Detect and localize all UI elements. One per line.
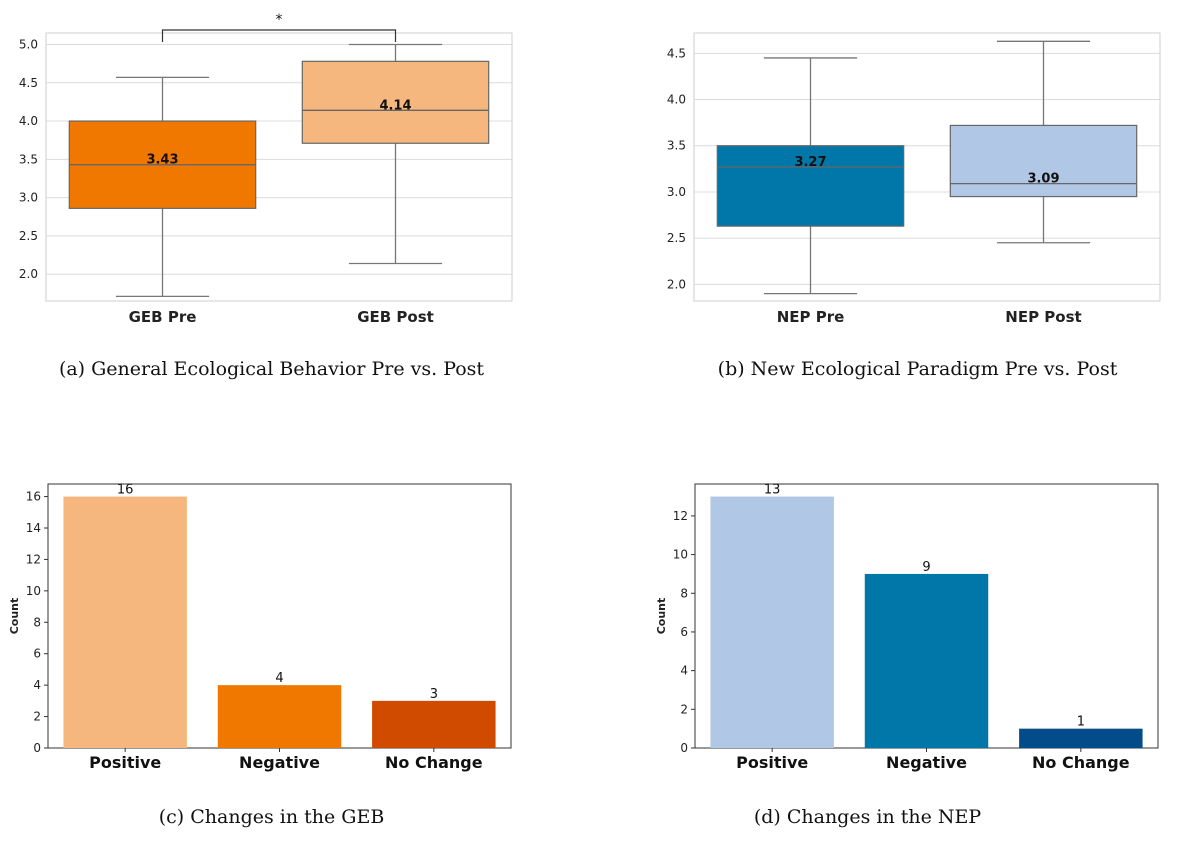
y-tick-label: 8 — [33, 615, 41, 629]
y-tick-label: 4.0 — [667, 93, 686, 107]
caption-c: (c) Changes in the GEB — [158, 806, 385, 828]
x-category-label: NEP Post — [1005, 308, 1081, 326]
box-2 — [301, 60, 490, 144]
x-category-label: GEB Post — [357, 308, 434, 326]
y-tick-label: 4.5 — [667, 46, 686, 60]
y-tick-label: 12 — [26, 552, 41, 566]
median-label: 3.09 — [1027, 172, 1059, 187]
y-tick-label: 2 — [680, 702, 688, 716]
y-tick-label: 10 — [26, 584, 41, 598]
chart-b-panel: 2.0 2.5 3.0 3.5 4.0 4.5 3.27 NEP Pre 3.09 NEP Pos… — [600, 0, 1200, 340]
y-tick-label: 2.0 — [667, 277, 686, 291]
bar-value-label: 16 — [117, 483, 134, 498]
chart-b-nep-boxplot: 2.0 2.5 3.0 3.5 4.0 4.5 3.27 NEP Pre 3.09 NEP Pos… — [667, 32, 1161, 326]
bar-negative — [217, 685, 342, 748]
chart-c-geb-changes-bar: 0 2 4 6 8 10 12 14 16 Count 16 Positive 4 Negative 3 No… — [8, 483, 512, 772]
y-tick-label: 4.0 — [19, 114, 38, 128]
y-tick-label: 0 — [680, 741, 688, 755]
x-category-label: NEP Pre — [777, 308, 845, 326]
box-1 — [716, 145, 905, 227]
median-label: 3.43 — [146, 153, 178, 168]
y-tick-label: 2.0 — [19, 267, 38, 281]
chart-a-geb-boxplot: 2.0 2.5 3.0 3.5 4.0 4.5 5.0 3.43 GEB Pre 4.14 GEB … — [19, 12, 513, 326]
caption-a: (a) General Ecological Behavior Pre vs. … — [58, 358, 485, 380]
y-tick-label: 8 — [680, 586, 688, 600]
y-tick-label: 16 — [26, 490, 41, 504]
chart-d-nep-changes-bar: 0 2 4 6 8 10 12 Count 13 Positive 9 Negative 1 No Cha… — [655, 483, 1159, 772]
bar-negative — [864, 573, 989, 748]
chart-c-panel: 0 2 4 6 8 10 12 14 16 Count 16 Positive 4 Negative 3 No… — [0, 470, 600, 780]
chart-d-panel: 0 2 4 6 8 10 12 Count 13 Positive 9 Negative 1 No Cha… — [600, 470, 1200, 780]
y-tick-label: 2 — [33, 710, 41, 724]
y-tick-label: 5.0 — [19, 37, 38, 51]
bar-value-label: 4 — [275, 671, 283, 686]
x-category-label: Negative — [886, 753, 967, 772]
x-category-label: No Change — [1032, 753, 1130, 772]
y-tick-label: 4 — [33, 678, 41, 692]
x-category-label: GEB Pre — [129, 308, 197, 326]
bar-value-label: 3 — [430, 687, 438, 702]
bar-positive — [63, 496, 187, 748]
significance-bracket — [161, 29, 397, 42]
y-tick-label: 4 — [680, 664, 688, 678]
y-tick-label: 4.5 — [19, 76, 38, 90]
y-tick-label: 6 — [33, 647, 41, 661]
y-tick-label: 3.5 — [19, 152, 38, 166]
y-tick-label: 0 — [33, 741, 41, 755]
y-tick-label: 3.0 — [19, 191, 38, 205]
y-tick-label: 14 — [26, 521, 41, 535]
bar-no-change — [1019, 728, 1143, 748]
y-tick-label: 6 — [680, 625, 688, 639]
bar-value-label: 9 — [922, 560, 930, 575]
bar-value-label: 13 — [764, 483, 781, 498]
y-axis-label: Count — [655, 598, 668, 635]
x-category-label: No Change — [385, 753, 483, 772]
median-label: 4.14 — [379, 98, 411, 113]
median-label: 3.27 — [794, 155, 826, 170]
y-tick-label: 3.0 — [667, 185, 686, 199]
caption-d: (d) Changes in the NEP — [753, 806, 982, 828]
plot-frame — [45, 32, 513, 302]
plot-frame — [693, 32, 1161, 302]
y-tick-label: 10 — [673, 548, 688, 562]
significance-star: * — [276, 12, 283, 28]
y-tick-label: 2.5 — [19, 229, 38, 243]
bar-positive — [710, 496, 834, 748]
y-tick-label: 12 — [673, 509, 688, 523]
x-category-label: Negative — [239, 753, 320, 772]
x-category-label: Positive — [736, 753, 808, 772]
chart-a-panel: 2.0 2.5 3.0 3.5 4.0 4.5 5.0 3.43 GEB Pre 4.14 GEB … — [0, 0, 600, 340]
y-tick-label: 3.5 — [667, 139, 686, 153]
y-tick-label: 2.5 — [667, 231, 686, 245]
box-2 — [949, 124, 1138, 198]
caption-b: (b) New Ecological Paradigm Pre vs. Post — [717, 358, 1118, 380]
y-axis-label: Count — [8, 598, 21, 635]
bar-value-label: 1 — [1077, 715, 1085, 730]
bar-no-change — [372, 700, 496, 748]
x-category-label: Positive — [89, 753, 161, 772]
